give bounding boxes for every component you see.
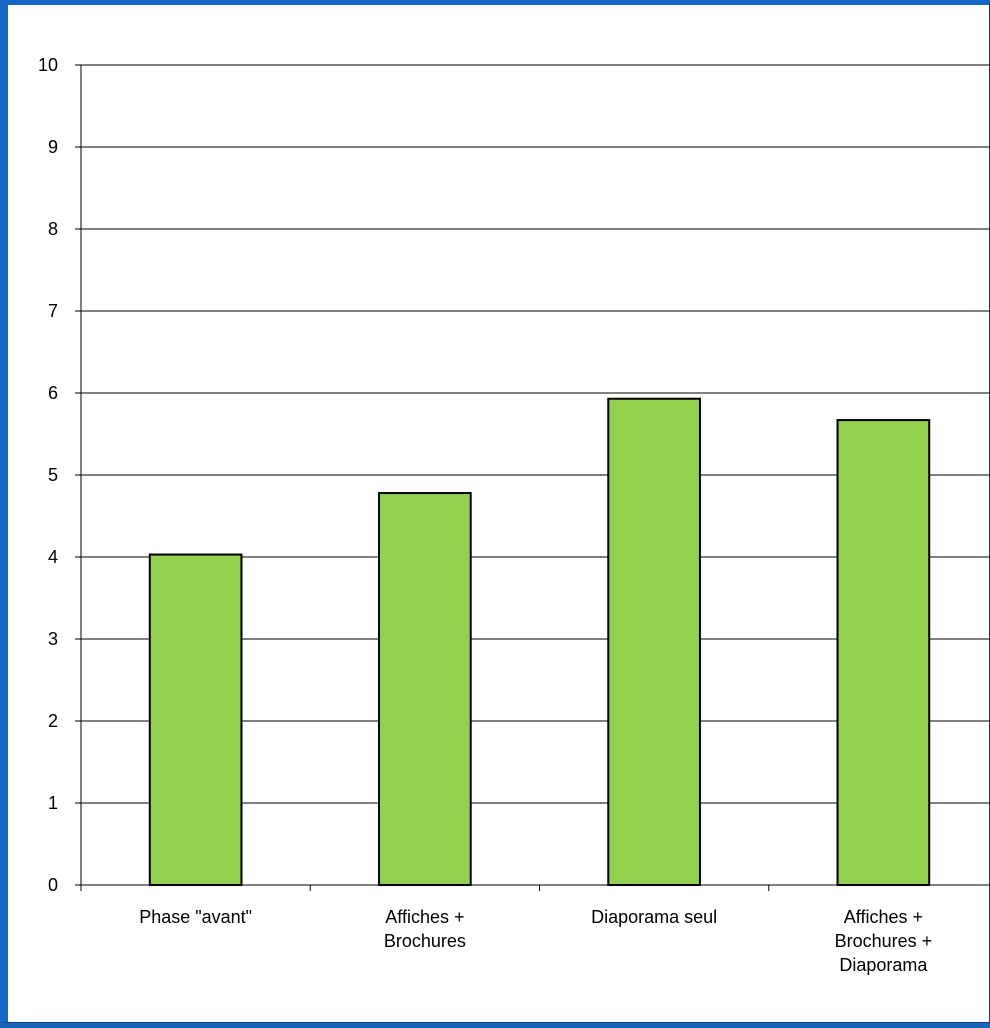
bars: [148, 397, 931, 886]
x-tick-label: Phase "avant": [139, 907, 252, 927]
x-tick-label: Diaporama: [839, 955, 928, 975]
x-tick-label: Brochures: [384, 931, 466, 951]
y-tick-label: 6: [48, 383, 58, 403]
bar-chart: 0 1 2 3 4 5 6 7 8 9 10 Phase "avant" Affiches + Broc…: [38, 55, 990, 975]
x-tick-labels: Phase "avant" Affiches + Brochures Diaporam…: [139, 907, 932, 975]
y-tick-label: 10: [38, 55, 58, 75]
x-tick-label: Affiches +: [844, 907, 923, 927]
y-tick-label: 2: [48, 711, 58, 731]
bar: [836, 419, 931, 886]
y-tick-label: 4: [48, 547, 58, 567]
x-tick-label: Affiches +: [385, 907, 464, 927]
bar: [378, 492, 472, 886]
y-tick-label: 9: [48, 137, 58, 157]
bar: [148, 553, 243, 886]
y-tick-label: 5: [48, 465, 58, 485]
y-tick-label: 8: [48, 219, 58, 239]
y-tick-label: 7: [48, 301, 58, 321]
y-tick-label: 1: [48, 793, 58, 813]
y-tick-label: 3: [48, 629, 58, 649]
bar: [607, 397, 701, 886]
axes: [75, 64, 990, 891]
y-tick-label: 0: [48, 875, 58, 895]
x-tick-label: Diaporama seul: [591, 907, 717, 927]
y-tick-labels: 0 1 2 3 4 5 6 7 8 9 10: [38, 55, 58, 895]
x-tick-label: Brochures +: [835, 931, 933, 951]
